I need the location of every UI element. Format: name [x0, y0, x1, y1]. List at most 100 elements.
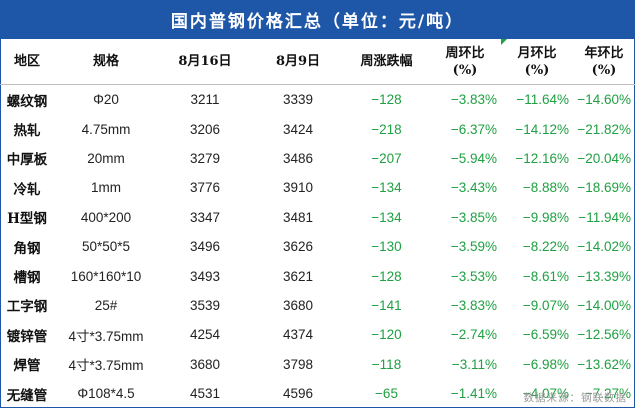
mom-percent: −12.16%: [515, 150, 569, 166]
price-aug9: 4374: [282, 327, 314, 343]
weekly-change: −65: [375, 386, 398, 402]
price-aug9: 3424: [282, 121, 314, 137]
mom-percent: −8.61%: [522, 268, 569, 284]
product-name: 槽钢: [13, 270, 41, 287]
weekly-change: −128: [371, 92, 402, 108]
wow-percent: −1.41%: [450, 386, 497, 402]
wow-percent: −3.11%: [451, 356, 497, 372]
weekly-change: −120: [371, 327, 402, 343]
product-spec: 4寸*3.75mm: [68, 358, 144, 374]
wow-percent: −3.83%: [450, 92, 497, 108]
product-spec: 20mm: [87, 150, 125, 166]
wow-percent: −6.37%: [450, 121, 497, 137]
yoy-percent: −18.69%: [577, 180, 631, 196]
table-row: 镀锌管 4寸*3.75mm 4254 4374 −120 −2.74% −6.59% −12.…: [0, 320, 635, 349]
product-spec: Φ108*4.5: [77, 386, 135, 402]
product-spec: 400*200: [80, 209, 132, 225]
header-mom-label: 月环比: [517, 45, 557, 61]
table-row: 中厚板 20mm 3279 3486 −207 −5.94% −12.16% −20.04%: [0, 144, 635, 173]
mom-percent: −9.07%: [522, 297, 569, 313]
mom-percent: −8.22%: [522, 239, 569, 255]
header-wow-label: 周环比: [445, 45, 485, 61]
price-aug16: 4531: [189, 386, 221, 402]
price-aug16: 3493: [189, 268, 221, 284]
mom-percent: −4.07%: [522, 386, 569, 402]
header-aug9: 8月9日: [252, 39, 344, 85]
header-yoy-label: 年环比: [584, 45, 624, 61]
price-aug16: 3279: [189, 150, 221, 166]
price-aug16: 3496: [189, 239, 221, 255]
price-aug9: 3680: [282, 297, 314, 313]
wow-percent: −3.53%: [450, 268, 497, 284]
weekly-change: −128: [371, 268, 402, 284]
data-source-note: 数据来源：钢联数据: [523, 392, 627, 404]
header-mom: 月环比 (%): [501, 39, 573, 85]
product-spec: 160*160*10: [70, 268, 142, 284]
yoy-percent: −14.00%: [577, 297, 631, 313]
weekly-change: −207: [371, 150, 402, 166]
price-aug9: 3486: [282, 150, 314, 166]
header-wow: 周环比 (%): [429, 39, 501, 85]
yoy-percent: −13.62%: [577, 356, 631, 372]
header-wow-unit: (%): [452, 62, 478, 78]
price-aug16: 3539: [189, 297, 221, 313]
table-row: 螺纹钢 Φ20 3211 3339 −128 −3.83% −11.64% −14.60%: [0, 85, 635, 115]
header-yoy-unit: (%): [591, 62, 617, 78]
mom-percent: −6.98%: [522, 356, 569, 372]
mom-percent: −9.98%: [522, 209, 569, 225]
price-aug16: 3211: [190, 92, 220, 108]
weekly-change: −134: [371, 180, 402, 196]
product-name: 冷轧: [13, 181, 41, 198]
header-yoy: 年环比 (%): [573, 39, 635, 85]
header-weekly-change: 周涨跌幅: [344, 39, 429, 85]
weekly-change: −130: [371, 239, 402, 255]
product-spec: 4寸*3.75mm: [68, 328, 144, 344]
product-spec: 1mm: [91, 180, 121, 196]
price-aug9: 3626: [282, 239, 314, 255]
table-row: 角钢 50*50*5 3496 3626 −130 −3.59% −8.22% −14.02%: [0, 232, 635, 261]
yoy-percent: −14.60%: [577, 92, 631, 108]
price-aug9: 4596: [282, 386, 314, 402]
header-mom-unit: (%): [524, 62, 550, 78]
price-aug9: 3798: [282, 356, 314, 372]
product-name: 工字钢: [6, 299, 48, 316]
product-spec: 4.75mm: [81, 121, 131, 137]
yoy-percent: −7.27%: [584, 386, 631, 402]
wow-percent: −3.85%: [450, 209, 497, 225]
product-name: 焊管: [13, 358, 41, 375]
wow-percent: −5.94%: [450, 150, 497, 166]
price-aug9: 3339: [282, 92, 314, 108]
price-aug9: 3481: [282, 209, 314, 225]
yoy-percent: −13.39%: [577, 268, 631, 284]
price-aug16: 3776: [189, 180, 221, 196]
header-row: 地区 规格 8月16日 8月9日 周涨跌幅 周环比 (%) 月环比 (%) 年环…: [0, 39, 635, 85]
product-name: 角钢: [13, 240, 41, 257]
table-row: 工字钢 25# 3539 3680 −141 −3.83% −9.07% −14.00%: [0, 291, 635, 320]
price-aug16: 4254: [189, 327, 221, 343]
price-aug16: 3206: [189, 121, 221, 137]
product-spec: 25#: [94, 297, 118, 313]
yoy-percent: −11.94%: [578, 209, 631, 225]
wow-percent: −3.83%: [450, 297, 497, 313]
table-row: 焊管 4寸*3.75mm 3680 3798 −118 −3.11% −6.98% −13.6…: [0, 350, 635, 379]
price-aug9: 3621: [282, 268, 314, 284]
header-spec: 规格: [54, 39, 158, 85]
product-name: 热轧: [13, 123, 41, 140]
table-row: 冷轧 1mm 3776 3910 −134 −3.43% −8.88% −18.69%: [0, 173, 635, 202]
weekly-change: −118: [371, 356, 402, 372]
product-name: 中厚板: [6, 152, 48, 169]
yoy-percent: −12.56%: [577, 327, 631, 343]
yoy-percent: −14.02%: [577, 239, 631, 255]
header-region: 地区: [0, 39, 54, 85]
wow-percent: −3.43%: [450, 180, 497, 196]
mom-percent: −11.64%: [516, 92, 569, 108]
yoy-percent: −20.04%: [577, 150, 631, 166]
product-name: 无缝管: [6, 387, 48, 404]
yoy-percent: −21.82%: [577, 121, 631, 137]
weekly-change: −141: [371, 297, 402, 313]
mom-percent: −6.59%: [522, 327, 569, 343]
mom-percent: −14.12%: [515, 121, 569, 137]
price-aug9: 3910: [282, 180, 314, 196]
table-row: 热轧 4.75mm 3206 3424 −218 −6.37% −14.12% −21.82%: [0, 114, 635, 143]
corner-mark-icon: [501, 39, 507, 45]
